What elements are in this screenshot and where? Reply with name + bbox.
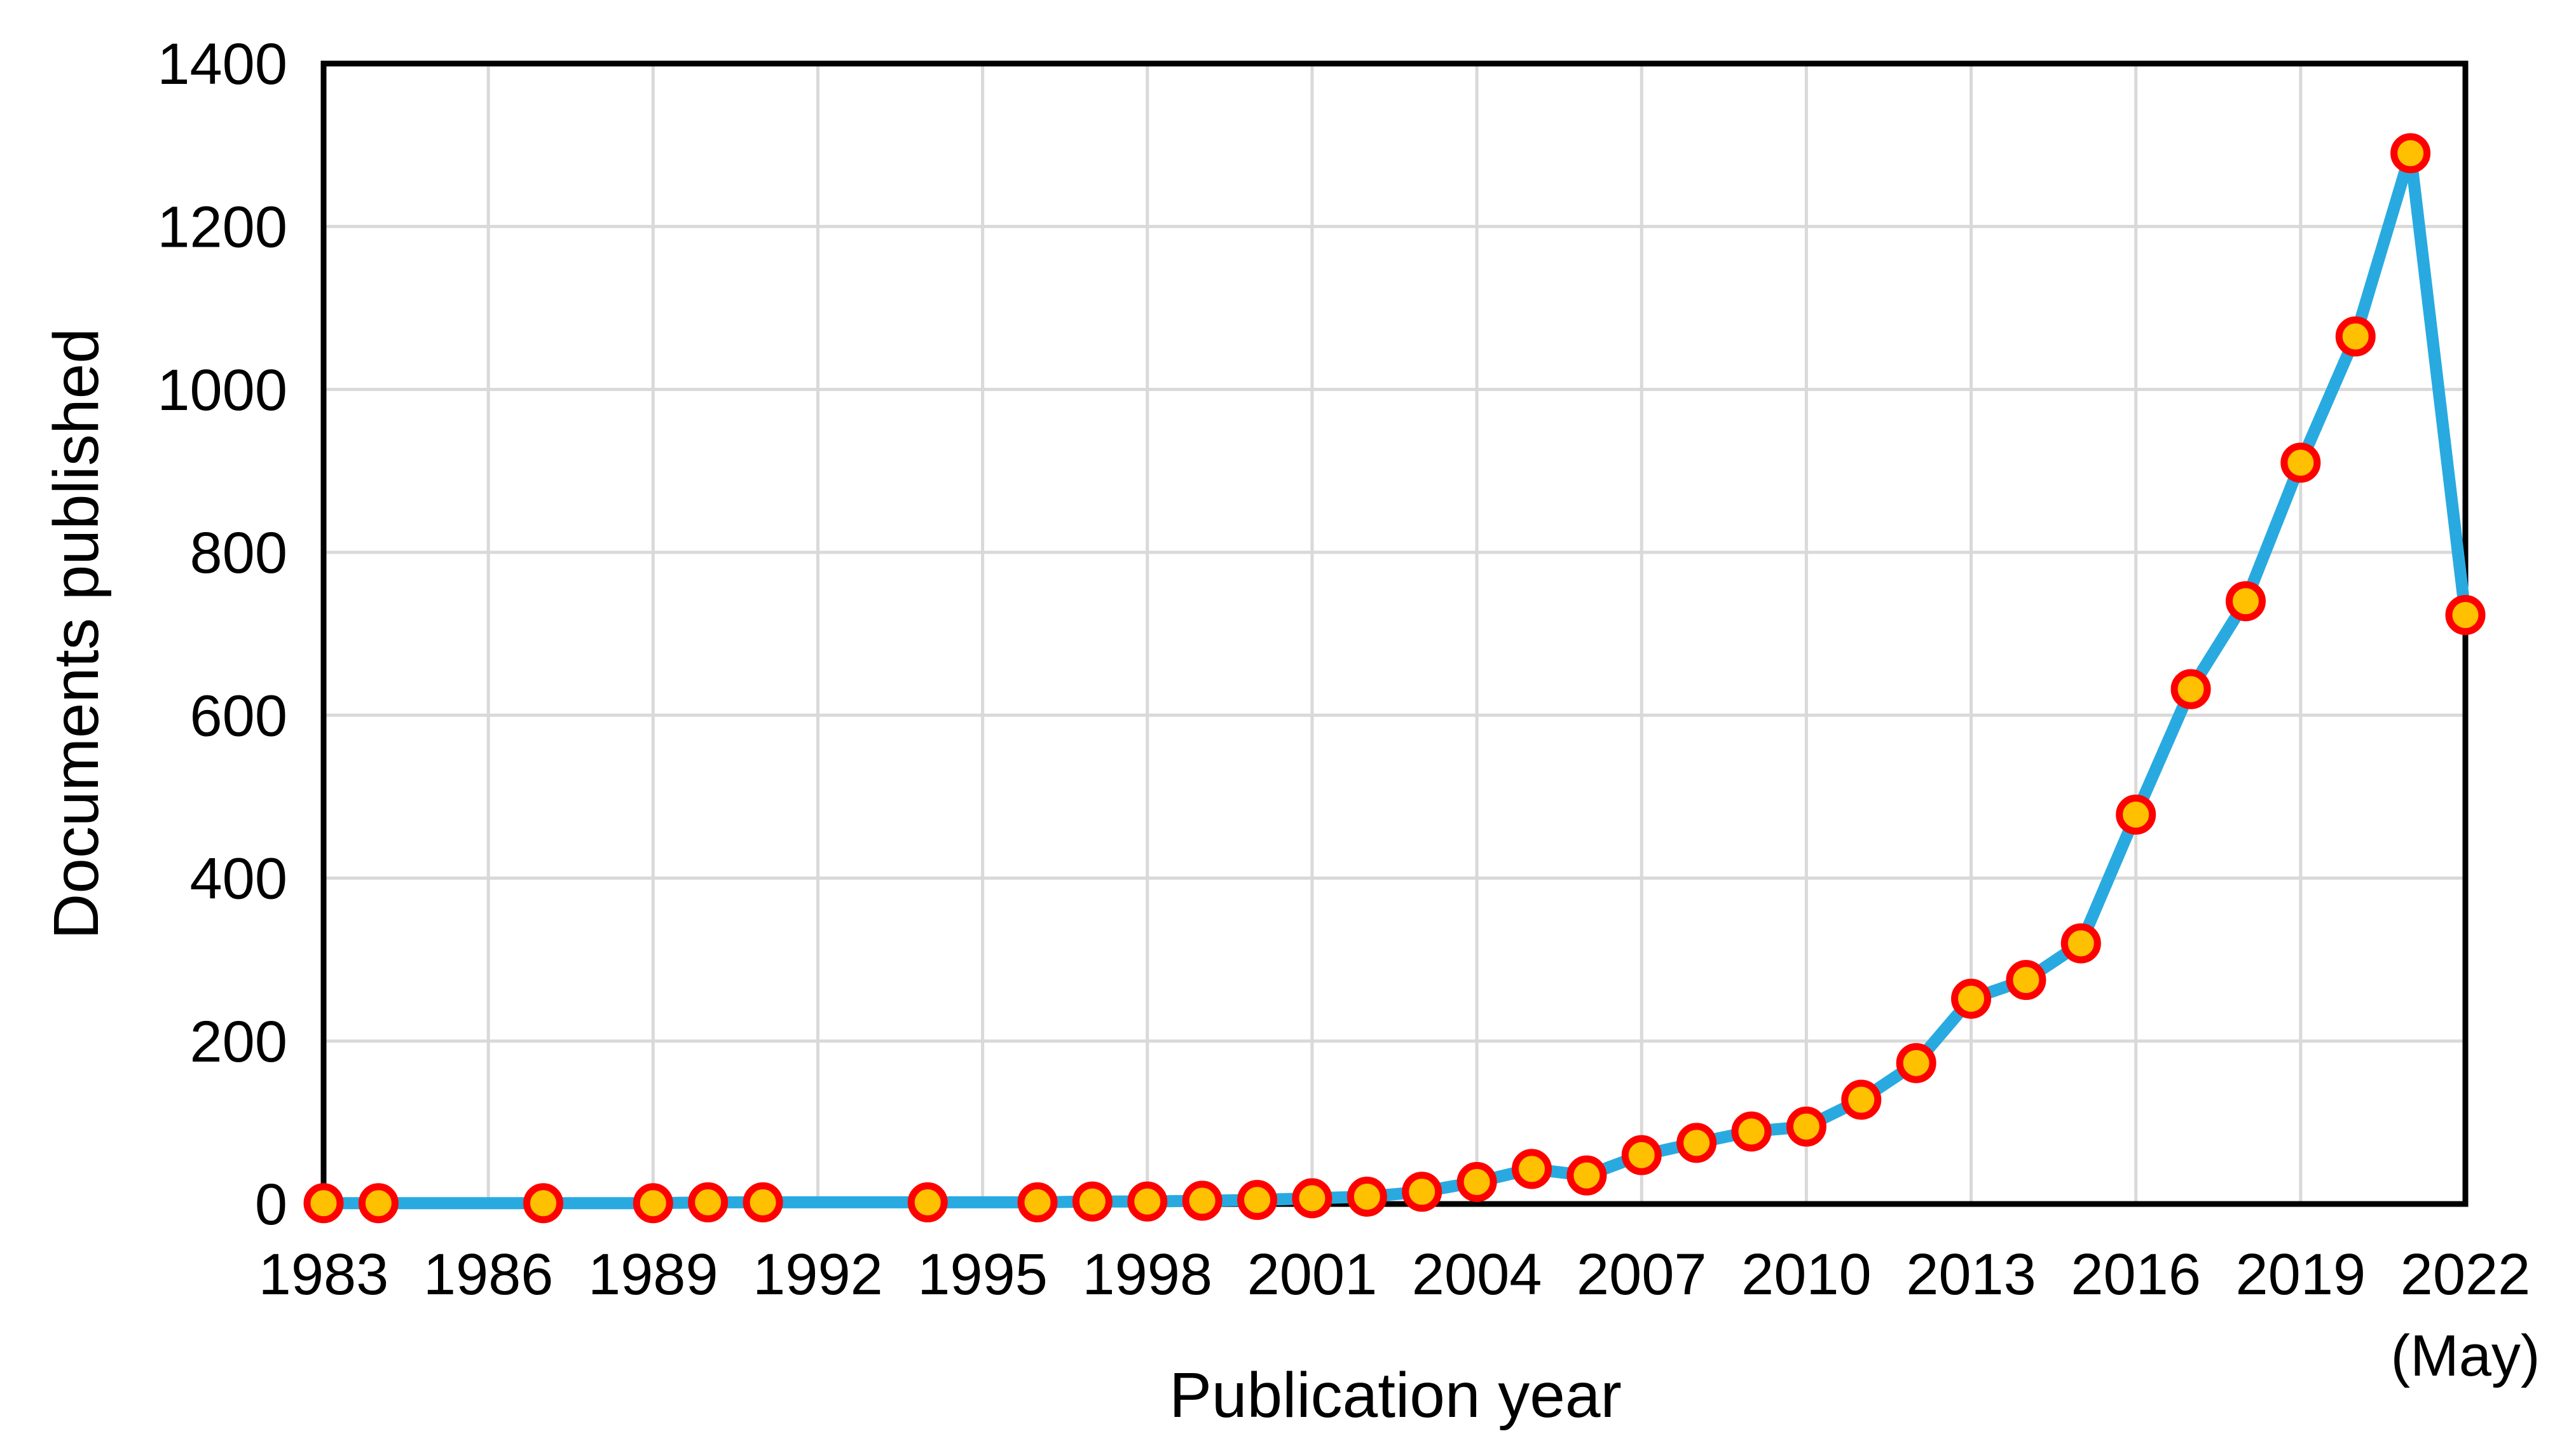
data-point-marker [1182, 1180, 1223, 1221]
data-point-marker [688, 1182, 729, 1222]
data-point-marker [1731, 1111, 1772, 1152]
data-point-marker [2390, 133, 2431, 174]
data-point-marker [2225, 581, 2266, 622]
data-point-marker [1566, 1155, 1607, 1196]
data-point-marker [523, 1183, 564, 1224]
y-tick-label: 1200 [157, 195, 287, 259]
data-point-marker [2335, 316, 2376, 357]
x-tick-label: 1986 [423, 1242, 554, 1307]
data-point-marker [1237, 1180, 1278, 1221]
data-point-marker [1621, 1135, 1662, 1175]
y-tick-label: 600 [190, 683, 288, 748]
y-tick-label: 400 [190, 847, 288, 912]
y-tick-label: 800 [190, 521, 288, 585]
x-tick-label: 2004 [1412, 1242, 1542, 1307]
x-tick-label: 1983 [259, 1242, 389, 1307]
data-point-marker [1676, 1123, 1717, 1163]
x-tick-label: 2019 [2236, 1242, 2366, 1307]
x-tick-note: (May) [2390, 1323, 2540, 1388]
data-point-marker [1951, 978, 1992, 1019]
x-tick-label: 1989 [588, 1242, 718, 1307]
data-point-marker [1896, 1043, 1936, 1083]
data-point-marker [1841, 1079, 1882, 1120]
x-tick-label: 2010 [1741, 1242, 1872, 1307]
data-point-marker [1346, 1176, 1387, 1217]
y-axis-title: Documents published [41, 328, 112, 940]
data-point-marker [1072, 1181, 1113, 1222]
data-point-marker [1127, 1181, 1168, 1222]
data-point-marker [2060, 923, 2101, 964]
x-tick-label: 2001 [1247, 1242, 1378, 1307]
data-point-marker [2116, 794, 2156, 835]
data-point-marker [1786, 1106, 1826, 1147]
data-point-marker [2170, 669, 2211, 709]
x-tick-label: 2016 [2071, 1242, 2201, 1307]
x-tick-label: 1995 [917, 1242, 1048, 1307]
x-tick-label: 2013 [1906, 1242, 2036, 1307]
y-tick-label: 1400 [157, 32, 287, 97]
data-point-marker [1456, 1161, 1497, 1202]
x-tick-label: 1992 [753, 1242, 883, 1307]
data-point-marker [2280, 442, 2321, 483]
x-axis-title: Publication year [1169, 1360, 1622, 1431]
y-tick-label: 1000 [157, 358, 287, 423]
y-tick-label: 0 [255, 1172, 287, 1237]
data-point-marker [907, 1182, 948, 1222]
data-point-marker [1292, 1178, 1333, 1219]
data-point-marker [2445, 595, 2486, 636]
data-series-line [317, 147, 2472, 1210]
x-tick-label: 2007 [1577, 1242, 1707, 1307]
data-point-marker [1402, 1172, 1442, 1212]
data-point-marker [2006, 960, 2046, 1001]
data-point-marker [358, 1183, 399, 1224]
x-tick-label: 1998 [1082, 1242, 1212, 1307]
plot-border [320, 60, 2469, 1207]
data-point-marker [1017, 1182, 1058, 1222]
data-point-marker [1511, 1149, 1552, 1189]
data-point-marker [743, 1182, 783, 1222]
y-tick-label: 200 [190, 1009, 288, 1074]
data-point-marker [633, 1183, 673, 1224]
data-point-marker [303, 1183, 344, 1224]
x-tick-label: 2022 [2401, 1242, 2531, 1307]
